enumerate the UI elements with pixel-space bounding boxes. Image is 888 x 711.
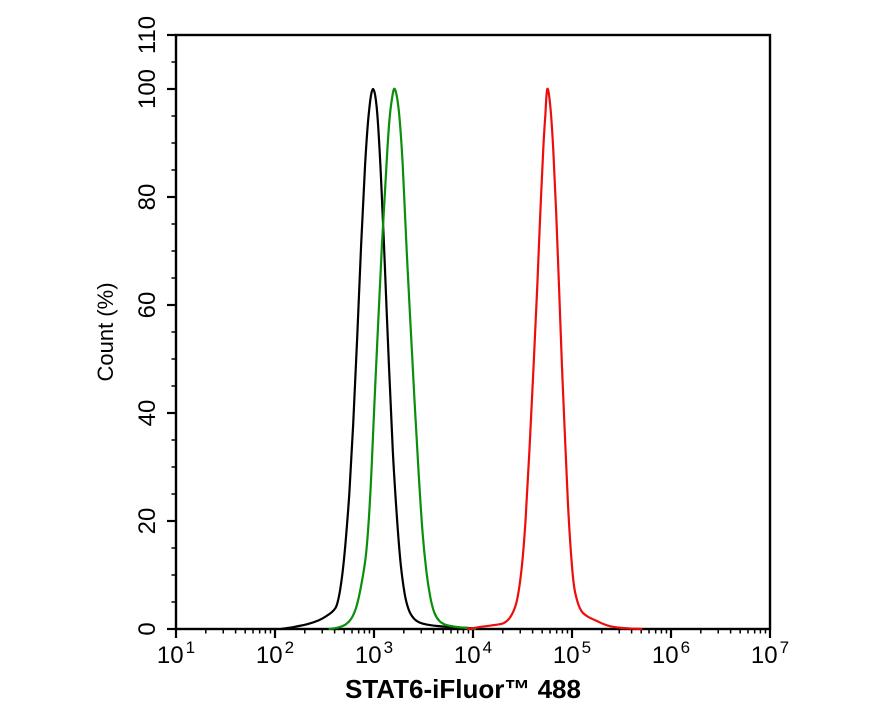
axes-layer: 10 1 10 2 10 3 10 4 10 5 10 6 10 7 0 20 40 60 80 100 110 bbox=[134, 16, 789, 669]
y-tick-label: 110 bbox=[134, 16, 161, 54]
red-curve-path bbox=[467, 87, 643, 631]
y-tick-label: 40 bbox=[134, 400, 161, 427]
black-curve-path bbox=[279, 87, 481, 631]
x-tick-label: 10 5 bbox=[553, 638, 591, 669]
x-tick-label: 10 6 bbox=[652, 638, 690, 669]
y-tick-label: 0 bbox=[134, 622, 161, 635]
y-tick-label: 80 bbox=[134, 184, 161, 211]
x-tick-label: 10 2 bbox=[256, 638, 294, 669]
x-tick-label: 10 3 bbox=[355, 638, 393, 669]
green-curve-path bbox=[328, 87, 477, 631]
curves-layer bbox=[279, 87, 643, 631]
x-tick-label: 10 1 bbox=[157, 638, 195, 669]
y-axis-title: Count (%) bbox=[93, 282, 118, 381]
plot-border bbox=[174, 33, 772, 631]
y-tick-label: 100 bbox=[134, 69, 161, 109]
x-tick-label: 10 7 bbox=[751, 638, 789, 669]
x-tick-label: 10 4 bbox=[454, 638, 492, 669]
y-tick-label: 60 bbox=[134, 292, 161, 319]
y-tick-label: 20 bbox=[134, 508, 161, 535]
x-axis-title: STAT6-iFluor™ 488 bbox=[345, 674, 581, 704]
labels-layer: Count (%) STAT6-iFluor™ 488 bbox=[93, 282, 581, 704]
